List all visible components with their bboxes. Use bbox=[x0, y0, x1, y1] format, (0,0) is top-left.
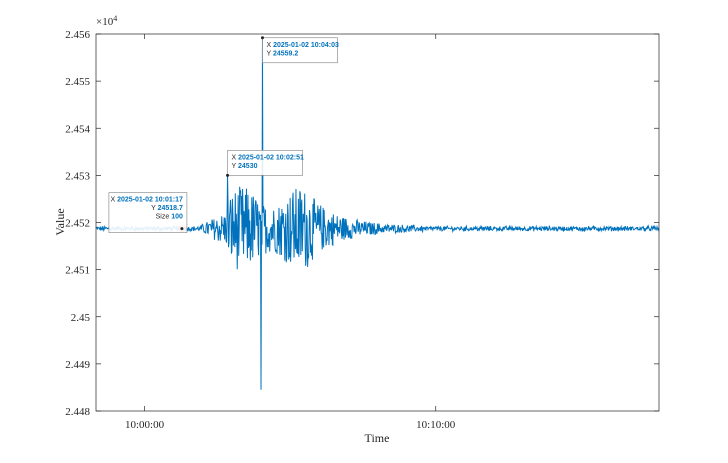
y-axis-label: Value bbox=[53, 208, 67, 235]
datatip-box bbox=[262, 37, 338, 64]
y-tick-label: 2.449 bbox=[65, 359, 90, 371]
y-tick-label: 2.453 bbox=[65, 170, 90, 182]
y-tick-label: 2.448 bbox=[65, 406, 90, 418]
x-axis: 10:00:00 10:10:00 bbox=[125, 34, 456, 431]
y-tick-label: 2.45 bbox=[71, 312, 91, 324]
datatip-line: X 2025-01-02 10:04:03 bbox=[266, 42, 339, 49]
x-tick-label: 10:00:00 bbox=[125, 419, 165, 431]
datatip-line: Y 24530 bbox=[232, 163, 258, 170]
y-tick-label: 2.454 bbox=[65, 123, 90, 135]
datatip-line: Y 24518.7 bbox=[151, 205, 183, 212]
y-tick-label: 2.456 bbox=[65, 29, 90, 41]
datatip-line: X 2025-01-02 10:02:51 bbox=[232, 154, 305, 161]
series-layer bbox=[95, 37, 660, 390]
datatip[interactable]: X 2025-01-02 10:04:03Y 24559.2 bbox=[260, 36, 339, 64]
datatip-anchor bbox=[180, 227, 184, 231]
datatip[interactable]: X 2025-01-02 10:02:51 Y 24530 bbox=[226, 150, 304, 177]
y-tick-label: 2.451 bbox=[65, 265, 90, 277]
x-axis-label: Time bbox=[365, 431, 390, 445]
datatip-line: X 2025-01-02 10:01:17 bbox=[110, 197, 183, 204]
datatip[interactable]: X 2025-01-02 10:01:17Y 24518.7 Size 100 bbox=[108, 192, 188, 233]
plot-area bbox=[96, 34, 659, 411]
exponent-label: ×104 bbox=[96, 14, 117, 28]
datatip-line: Y 24559.2 bbox=[266, 50, 298, 57]
y-axis: 2.448 2.449 2.45 2.451 2.452 2.453 2.454 2.455 2… bbox=[65, 29, 659, 418]
series-line bbox=[95, 37, 660, 390]
exponent-power: 4 bbox=[113, 14, 117, 23]
y-tick-label: 2.455 bbox=[65, 76, 90, 88]
x-tick-label: 10:10:00 bbox=[416, 419, 456, 431]
y-tick-label: 2.452 bbox=[65, 218, 90, 230]
datatip-box bbox=[108, 192, 188, 233]
datatip-line: Size 100 bbox=[156, 214, 183, 221]
datatip-anchor bbox=[260, 36, 264, 40]
datatip-anchor bbox=[226, 173, 230, 177]
datatip-box bbox=[227, 150, 303, 176]
